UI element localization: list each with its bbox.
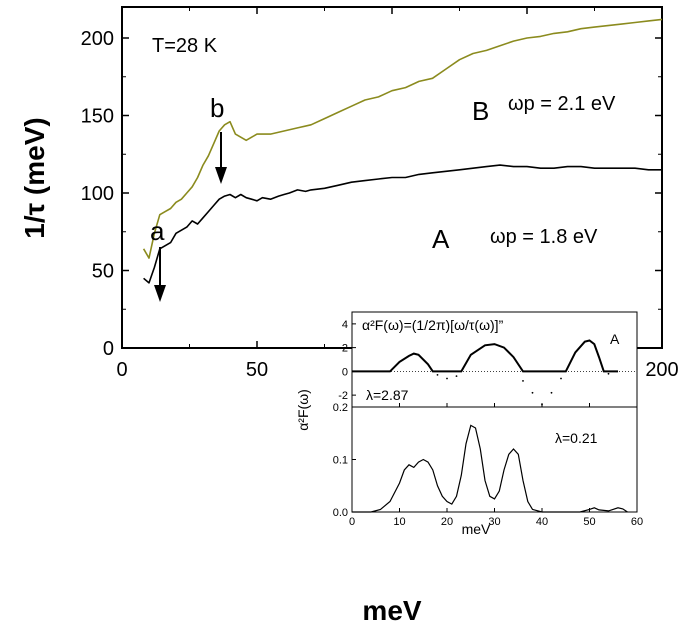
series-label-A: A (432, 224, 450, 254)
x-tick-label-200: 200 (645, 359, 678, 381)
series-B-line (142, 18, 663, 259)
x-tick-label-50: 50 (246, 359, 268, 381)
inset-top-dot-3 (522, 380, 524, 382)
x-tick-label-0: 0 (116, 359, 127, 381)
inset-top-line (352, 339, 618, 373)
inset-top-y-tick-label-4: 4 (342, 319, 348, 331)
inset-x-tick-label-50: 50 (583, 516, 595, 528)
inset-bottom-y-tick-label: 0.1 (333, 455, 348, 467)
inset-top-y-tick-label-0: 0 (342, 366, 348, 378)
inset-x-tick-label-60: 60 (631, 516, 643, 528)
inset-lambda-bottom: λ=0.21 (555, 430, 598, 446)
inset-top-label: A (610, 331, 620, 347)
inset-bottom-y-tick-label: 0.2 (333, 402, 348, 414)
arrow-a (154, 247, 166, 302)
inset-bottom-y-tick-label: 0.0 (333, 507, 348, 519)
inset-x-tick-label-20: 20 (441, 516, 453, 528)
inset-formula: α²F(ω)=(1/2π)[ω/τ(ω)]” (362, 317, 504, 333)
series-A-line (143, 164, 662, 284)
inset-background (352, 312, 637, 512)
inset-lambda-top: λ=2.87 (366, 387, 409, 403)
arrow-label-a: a (150, 216, 165, 246)
inset-x-tick-label-10: 10 (393, 516, 405, 528)
series-label-B: B (472, 96, 489, 126)
y-tick-label-50: 50 (92, 261, 114, 283)
inset-series (352, 339, 637, 513)
main-series (142, 18, 663, 284)
y-axis-title: 1/τ (meV) (19, 117, 50, 238)
y-tick-label-0: 0 (103, 338, 114, 360)
arrow-b (215, 132, 227, 184)
inset-top-y-tick-label-2: 2 (342, 343, 348, 355)
inset-top-dot-5 (541, 403, 543, 406)
inset-top-dot-4 (531, 391, 534, 394)
y-tick-label-200: 200 (81, 28, 114, 50)
inset-x-tick-label-30: 30 (488, 516, 500, 528)
y-tick-label-100: 100 (81, 183, 114, 205)
inset-x-tick-label-40: 40 (536, 516, 548, 528)
inset-top-dot-0 (436, 374, 439, 376)
inset-x-tick-label-0: 0 (349, 516, 355, 528)
inset-top-dot-6 (550, 391, 553, 394)
inset-ylabel: α²F(ω) (295, 389, 311, 431)
inset-top-y-tick-label--2: -2 (338, 390, 348, 402)
inset-top-dot-7 (560, 377, 562, 380)
x-axis-title: meV (362, 595, 421, 626)
y-tick-label-150: 150 (81, 106, 114, 128)
inset-top-dot-1 (446, 377, 448, 380)
omega-A-label: ωp = 1.8 eV (490, 226, 598, 248)
temperature-label: T=28 K (152, 35, 218, 57)
omega-B-label: ωp = 2.1 eV (508, 93, 616, 115)
arrow-label-b: b (210, 93, 224, 123)
inset: 0 10 20 30 40 50 60 -2 0 2 4 0.0 0.1 0.2 α²F(ω)=(1/2π… (295, 311, 643, 537)
inset-ticks: 0 10 20 30 40 50 60 -2 0 2 4 0.0 0.1 0.2 (333, 319, 643, 528)
inset-bottom-line (352, 424, 628, 513)
inset-xlabel: meV (462, 521, 491, 537)
inset-top-dot-8 (607, 372, 610, 375)
inset-top-dot-2 (455, 375, 458, 377)
